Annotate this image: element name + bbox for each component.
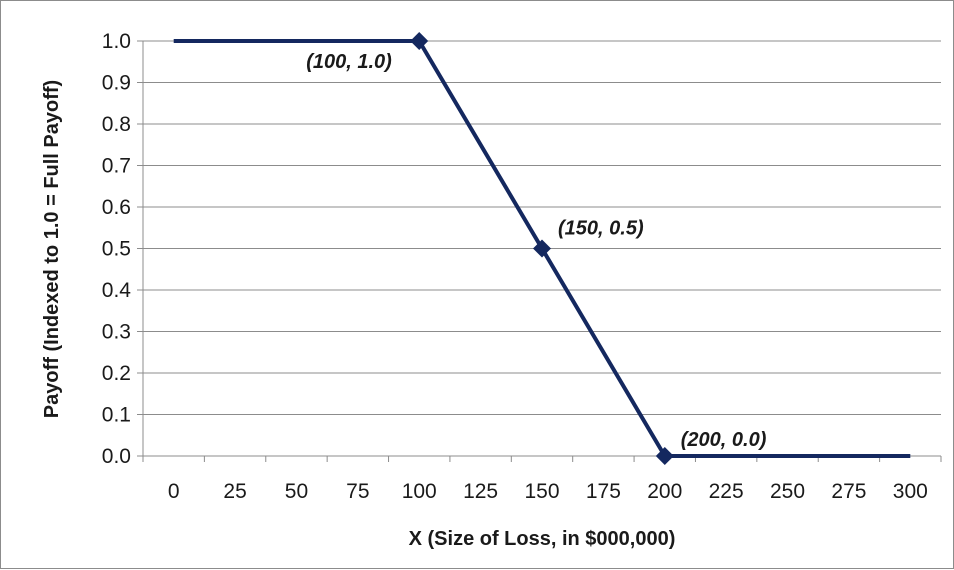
y-tick-label: 0.9 (102, 72, 131, 95)
x-tick-label: 125 (463, 480, 498, 503)
x-tick-label: 100 (402, 480, 437, 503)
x-tick-label: 150 (524, 480, 559, 503)
diamond-marker (410, 32, 429, 50)
y-tick-label: 0.6 (102, 196, 131, 219)
x-tick-label: 25 (223, 480, 246, 503)
y-tick-label: 0.1 (102, 404, 131, 427)
y-tick-label: 1.0 (102, 30, 131, 53)
x-tick-label: 200 (647, 480, 682, 503)
x-tick-label: 250 (770, 480, 805, 503)
x-axis-title: X (Size of Loss, in $000,000) (409, 528, 676, 550)
x-tick-label: 300 (893, 480, 928, 503)
x-tick-labels: 0 25 50 75 100 125 150 175 200 225 250 275 300 (168, 480, 928, 503)
x-tick-label: 50 (285, 480, 308, 503)
y-tick-label: 0.3 (102, 321, 131, 344)
x-tick-label: 0 (168, 480, 180, 503)
y-tick-label: 0.8 (102, 113, 131, 136)
y-tick-label: 0.2 (102, 362, 131, 385)
y-tick-label: 0.5 (102, 238, 131, 261)
y-tick-label: 0.4 (102, 279, 132, 302)
x-tick-label: 175 (586, 480, 621, 503)
x-tick-label: 75 (346, 480, 369, 503)
y-tick-label: 0.0 (102, 445, 131, 468)
gridlines (143, 40, 941, 415)
data-markers (410, 32, 674, 465)
point-annotation: (200, 0.0) (681, 429, 767, 451)
x-tick-label: 275 (831, 480, 866, 503)
point-annotation: (100, 1.0) (306, 51, 392, 73)
diamond-marker (655, 447, 674, 465)
x-tick-label: 225 (709, 480, 744, 503)
y-tick-label: 0.7 (102, 155, 131, 178)
y-tick-labels: 0.0 0.1 0.2 0.3 0.4 0.5 0.6 0.7 0.8 0.9 1.0 (102, 30, 132, 468)
diamond-marker (533, 239, 551, 258)
y-axis-title: Payoff (Indexed to 1.0 = Full Payoff) (41, 80, 63, 418)
point-annotation: (150, 0.5) (558, 218, 644, 240)
point-annotations: (100, 1.0) (150, 0.5) (200, 0.0) (306, 51, 766, 451)
